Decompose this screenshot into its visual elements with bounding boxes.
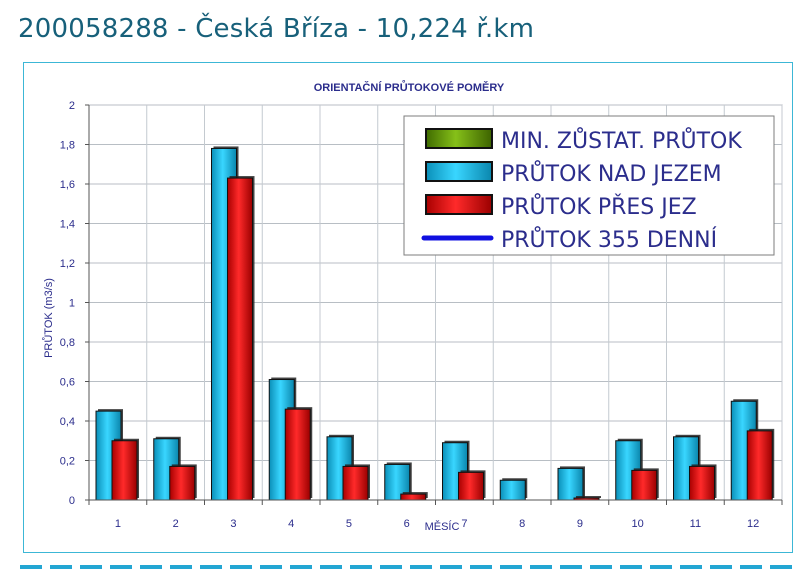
legend-swatch [425, 194, 493, 215]
x-tick-label: 3 [230, 518, 236, 530]
x-tick-label: 10 [632, 518, 644, 530]
bar-flow-over-weir [284, 408, 311, 501]
legend-label: PRŮTOK NAD JEZEM [501, 160, 722, 187]
y-axis-title: PRŮTOK (m3/s) [42, 278, 55, 358]
legend-items: MIN. ZŮSTAT. PRŮTOK PRŮTOK NAD JEZEM PRŮTO… [421, 127, 742, 253]
x-tick-label: 12 [747, 518, 759, 530]
chart-frame: ORIENTAČNÍ PRŮTOKOVÉ POMĚRY 0 0,2 0,4 0,6 0,… [23, 62, 793, 553]
x-tick-label: 11 [690, 518, 701, 530]
bar-flow-over-weir [746, 430, 773, 501]
x-axis-title: MĚSÍC [425, 520, 460, 533]
bar-flow-over-weir [111, 440, 138, 501]
x-tick-label: 2 [173, 518, 179, 530]
y-tick-label: 1,2 [60, 258, 75, 270]
y-tick-label: 1,8 [60, 140, 75, 152]
y-tick-label: 0 [69, 495, 75, 507]
bar-flow-over-weir [342, 465, 369, 501]
y-tick-label: 0,6 [60, 377, 75, 389]
legend-swatch [425, 161, 493, 182]
legend-label: PRŮTOK PŘES JEZ [501, 193, 697, 220]
page-title: 200058288 - Česká Bříza - 10,224 ř.km [18, 14, 535, 44]
bar-flow-over-weir [227, 177, 253, 501]
x-tick-label: 6 [404, 518, 410, 530]
y-tick-label: 1 [69, 298, 75, 310]
x-tick-label: 5 [346, 518, 352, 530]
bar-flow-over-weir [689, 465, 715, 501]
bar-flow-above-weir [557, 467, 584, 501]
bar-flow-over-weir [400, 493, 427, 501]
legend-label: MIN. ZŮSTAT. PRŮTOK [501, 127, 742, 154]
bar-flow-above-weir [499, 479, 526, 501]
footer-dashed-line [20, 565, 800, 569]
x-tick-label: 7 [461, 518, 467, 530]
legend-swatch [425, 128, 493, 149]
bar-flow-over-weir-shadow [576, 496, 601, 498]
x-tick-label: 4 [288, 518, 294, 530]
bars-layer [95, 146, 775, 501]
bar-flow-over-weir [458, 471, 484, 501]
y-tick-label: 1,4 [60, 219, 75, 231]
y-tick-label: 0,4 [60, 416, 75, 428]
bar-flow-over-weir [169, 465, 196, 501]
x-tick-label: 1 [115, 518, 121, 530]
bar-flow-over-weir [631, 469, 658, 501]
x-tick-label: 8 [519, 518, 525, 530]
legend: MIN. ZŮSTAT. PRŮTOK PRŮTOK NAD JEZEM PRŮTO… [403, 115, 775, 256]
x-tick-label: 9 [577, 518, 583, 530]
y-tick-label: 1,6 [60, 179, 75, 191]
axis-layer: 00,20,40,60,811,21,41,61,821 2 3 4 5 6 7 8 9 10 11… [60, 100, 783, 530]
y-tick-label: 0,2 [60, 456, 75, 468]
chart-title: ORIENTAČNÍ PRŮTOKOVÉ POMĚRY [314, 80, 505, 94]
flow-chart: ORIENTAČNÍ PRŮTOKOVÉ POMĚRY 0 0,2 0,4 0,6 0,… [42, 80, 783, 533]
y-tick-label: 0,8 [60, 337, 75, 349]
legend-label: PRŮTOK 355 DENNÍ [501, 226, 717, 253]
y-tick-label: 2 [69, 100, 75, 112]
